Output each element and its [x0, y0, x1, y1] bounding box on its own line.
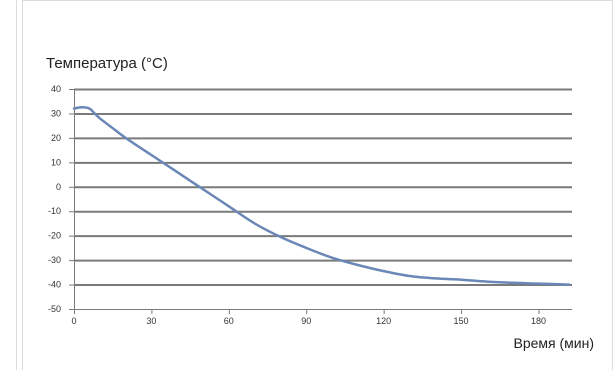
axes	[69, 89, 572, 314]
y-tick-label: -50	[48, 304, 61, 314]
y-tick-label: 0	[56, 182, 61, 192]
x-axis-title: Время (мин)	[513, 335, 594, 351]
x-tick-label: 90	[301, 316, 311, 326]
y-tick-label: -40	[48, 280, 61, 290]
y-tick-label: 20	[51, 133, 61, 143]
y-tick-label: 40	[51, 84, 61, 94]
grid-lines	[74, 88, 572, 287]
y-tick-label: 30	[51, 108, 61, 118]
left-panel-edge	[0, 0, 17, 370]
x-tick-label: 30	[146, 316, 156, 326]
y-tick-label: -20	[48, 231, 61, 241]
chart-frame	[22, 0, 613, 370]
x-tick-label: 0	[71, 316, 76, 326]
x-tick-label: 180	[531, 316, 546, 326]
y-axis-title: Температура (°C)	[46, 55, 168, 72]
y-tick-label: -30	[48, 255, 61, 265]
y-tick-label: 10	[51, 157, 61, 167]
x-tick-label: 120	[376, 316, 391, 326]
tick-labels: 40 30 20 10 0 -10 -20 -30 -40 -50 0 30 60 90 120 150 180	[48, 84, 546, 326]
series-line	[72, 106, 571, 286]
y-tick-label: -10	[48, 206, 61, 216]
x-tick-label: 150	[454, 316, 469, 326]
x-tick-label: 60	[224, 316, 234, 326]
series-layer	[72, 106, 571, 286]
